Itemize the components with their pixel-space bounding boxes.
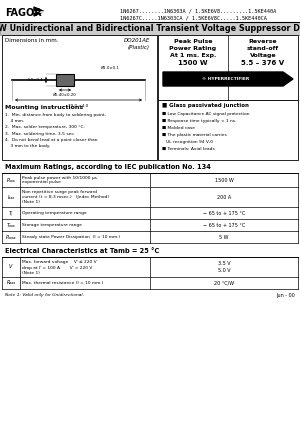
Text: Peak Pulse: Peak Pulse — [174, 39, 212, 44]
Text: Steady state Power Dissipation  (l = 10 mm.): Steady state Power Dissipation (l = 10 m… — [22, 235, 120, 239]
Bar — [158, 35, 298, 100]
Text: ■ Molded case: ■ Molded case — [162, 126, 195, 130]
Text: 4.  Do not bend lead at a point closer than: 4. Do not bend lead at a point closer th… — [5, 138, 98, 142]
Text: − 65 to + 175 °C: − 65 to + 175 °C — [203, 223, 245, 227]
Text: Dimensions in mm.: Dimensions in mm. — [5, 38, 58, 43]
Text: 2.  Max. solder temperature, 300 °C.: 2. Max. solder temperature, 300 °C. — [5, 125, 85, 129]
Bar — [0, 22, 300, 35]
Text: 4 mm.: 4 mm. — [5, 119, 24, 123]
Text: 1N6267........1N6303A / 1.5KE6V8.........1.5KE440A: 1N6267........1N6303A / 1.5KE6V8........… — [120, 8, 276, 13]
Text: ® HYPERRECTIFIER: ® HYPERRECTIFIER — [202, 77, 249, 81]
Text: Peak pulse power with 10/1000 μs
exponential pulse: Peak pulse power with 10/1000 μs exponen… — [22, 176, 97, 184]
Text: stand-off: stand-off — [247, 46, 279, 51]
Text: Note 1: Valid only for Unidirectional.: Note 1: Valid only for Unidirectional. — [5, 293, 84, 297]
Text: Ø5.40±0.20: Ø5.40±0.20 — [53, 93, 77, 97]
Text: ■ Terminals: Axial leads: ■ Terminals: Axial leads — [162, 147, 215, 151]
Text: Maximum Ratings, according to IEC publication No. 134: Maximum Ratings, according to IEC public… — [5, 164, 211, 170]
Text: 1500 W: 1500 W — [178, 60, 208, 66]
Text: 70.0 ±4.0: 70.0 ±4.0 — [68, 104, 88, 108]
Text: 3.5 V
5.0 V: 3.5 V 5.0 V — [218, 261, 230, 273]
Text: 3 mm to the body.: 3 mm to the body. — [5, 144, 50, 148]
Text: Pₐₐₐ: Pₐₐₐ — [7, 178, 15, 182]
Text: At 1 ms. Exp.: At 1 ms. Exp. — [170, 53, 216, 58]
Text: Jun - 00: Jun - 00 — [276, 293, 295, 298]
Text: Max. forward voltage    Vⁱ ≤ 220 V
drop at Iⁱ = 100 A       Vⁱ > 220 V
(Note 1): Max. forward voltage Vⁱ ≤ 220 V drop at … — [22, 259, 97, 275]
Text: 5.5 – 376 V: 5.5 – 376 V — [242, 60, 285, 66]
Text: Ø1.0±0.1: Ø1.0±0.1 — [100, 66, 119, 70]
Text: ■ Low Capacitance AC signal protection: ■ Low Capacitance AC signal protection — [162, 112, 250, 116]
Bar — [2, 35, 157, 160]
Bar — [158, 100, 298, 160]
Text: (Plastic): (Plastic) — [128, 45, 150, 50]
Text: Max. thermal resistance (l = 10 mm.): Max. thermal resistance (l = 10 mm.) — [22, 281, 103, 285]
Polygon shape — [163, 72, 293, 86]
Text: ■ The plastic material carries: ■ The plastic material carries — [162, 133, 227, 137]
Polygon shape — [34, 7, 44, 16]
Text: Power Rating: Power Rating — [169, 46, 217, 51]
Text: Tⱼ: Tⱼ — [9, 210, 13, 215]
Text: 20 °C/W: 20 °C/W — [214, 280, 234, 286]
Text: − 65 to + 175 °C: − 65 to + 175 °C — [203, 210, 245, 215]
Text: 1N6267C.....1N6303CA / 1.5KE6V8C.....1.5KE440CA: 1N6267C.....1N6303CA / 1.5KE6V8C.....1.5… — [120, 15, 267, 20]
Text: Mounting instructions: Mounting instructions — [5, 105, 83, 110]
Bar — [56, 74, 74, 86]
Text: Tₐₐₐ: Tₐₐₐ — [7, 223, 15, 227]
Text: Rₐₐₐ: Rₐₐₐ — [7, 280, 16, 286]
Text: 5.0±0.4: 5.0±0.4 — [27, 78, 43, 82]
Text: Electrical Characteristics at Tamb = 25 °C: Electrical Characteristics at Tamb = 25 … — [5, 248, 159, 254]
Text: Storage temperature range: Storage temperature range — [22, 223, 82, 227]
Text: 200 A: 200 A — [217, 195, 231, 199]
Text: Operating temperature range: Operating temperature range — [22, 211, 87, 215]
Text: 3.  Max. soldering time, 3.5 sec.: 3. Max. soldering time, 3.5 sec. — [5, 132, 75, 136]
Text: Reverse: Reverse — [249, 39, 277, 44]
Text: FAGOR: FAGOR — [5, 8, 42, 18]
Text: 1500W Unidirectional and Bidirectional Transient Voltage Suppressor Diodes: 1500W Unidirectional and Bidirectional T… — [0, 24, 300, 33]
Text: Non repetitive surge peak forward
current (t = 8.3 msec.)   (Jedec Method)
(Note: Non repetitive surge peak forward curren… — [22, 190, 109, 204]
Text: Pₐₐₐₐ: Pₐₐₐₐ — [6, 235, 16, 240]
Text: UL recognition 94 V-0: UL recognition 94 V-0 — [162, 140, 213, 144]
Text: DO201AE: DO201AE — [124, 38, 150, 43]
Text: Iₐₐₐ: Iₐₐₐ — [8, 195, 15, 199]
Text: 1500 W: 1500 W — [214, 178, 233, 182]
Text: ■ Glass passivated junction: ■ Glass passivated junction — [162, 103, 249, 108]
Text: 1.  Min. distance from body to soldering point,: 1. Min. distance from body to soldering … — [5, 113, 106, 117]
Text: ■ Response time typically < 1 ns.: ■ Response time typically < 1 ns. — [162, 119, 236, 123]
Text: Vⁱ: Vⁱ — [9, 264, 13, 269]
Text: 5 W: 5 W — [219, 235, 229, 240]
Text: Voltage: Voltage — [250, 53, 276, 58]
